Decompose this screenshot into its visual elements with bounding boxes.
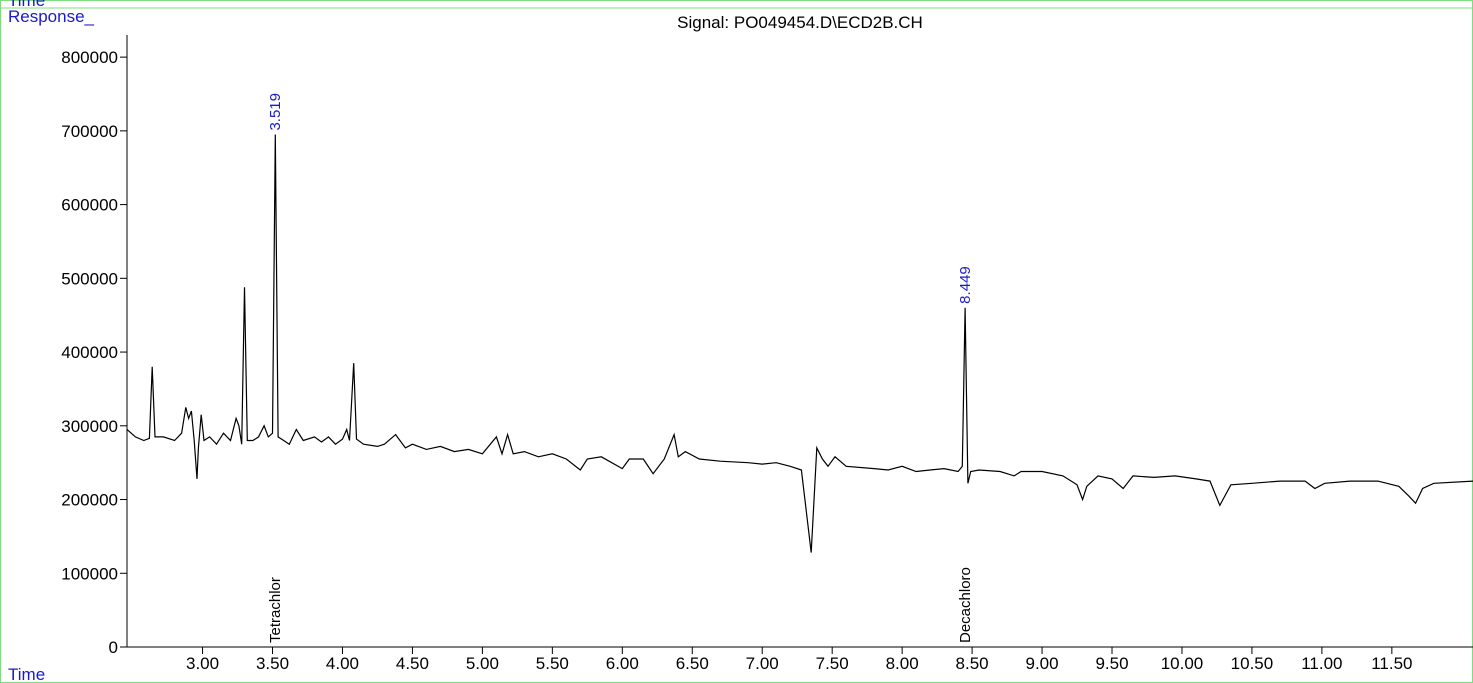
compound-label: Tetrachlor <box>267 577 284 643</box>
x-axis-label: Time <box>8 665 45 683</box>
x-tick-label: 5.50 <box>536 654 569 673</box>
y-tick-label: 300000 <box>61 417 118 436</box>
x-tick-label: 3.50 <box>256 654 289 673</box>
x-tick-label: 8.00 <box>886 654 919 673</box>
y-tick-label: 800000 <box>61 48 118 67</box>
y-tick-label: 700000 <box>61 122 118 141</box>
x-tick-label: 4.00 <box>326 654 359 673</box>
x-tick-label: 3.00 <box>186 654 219 673</box>
x-tick-label: 9.50 <box>1095 654 1128 673</box>
compound-label: Decachloro <box>957 567 974 643</box>
x-tick-label: 7.50 <box>816 654 849 673</box>
x-tick-label: 6.00 <box>606 654 639 673</box>
x-tick-label: 4.50 <box>396 654 429 673</box>
y-tick-label: 600000 <box>61 196 118 215</box>
signal-trace <box>126 134 1473 553</box>
y-tick-label: 100000 <box>61 564 118 583</box>
x-tick-label: 9.00 <box>1026 654 1059 673</box>
x-tick-label: 10.50 <box>1231 654 1274 673</box>
y-tick-label: 200000 <box>61 491 118 510</box>
y-tick-label: 500000 <box>61 269 118 288</box>
y-tick-label: 400000 <box>61 343 118 362</box>
x-tick-label: 10.00 <box>1161 654 1204 673</box>
x-tick-label: 8.50 <box>956 654 989 673</box>
y-tick-label: 0 <box>109 638 118 657</box>
x-tick-label: 7.00 <box>746 654 779 673</box>
x-tick-label: 11.50 <box>1371 654 1412 673</box>
x-tick-label: 5.00 <box>466 654 499 673</box>
x-tick-label: 11.00 <box>1301 654 1342 673</box>
peak-label: 3.519 <box>267 93 284 131</box>
x-tick-label: 6.50 <box>676 654 709 673</box>
corner-label: Time <box>8 0 45 10</box>
y-axis-label: Response_ <box>8 7 95 26</box>
chart-title: Signal: PO049454.D\ECD2B.CH <box>677 13 923 32</box>
peak-label: 8.449 <box>957 266 974 304</box>
